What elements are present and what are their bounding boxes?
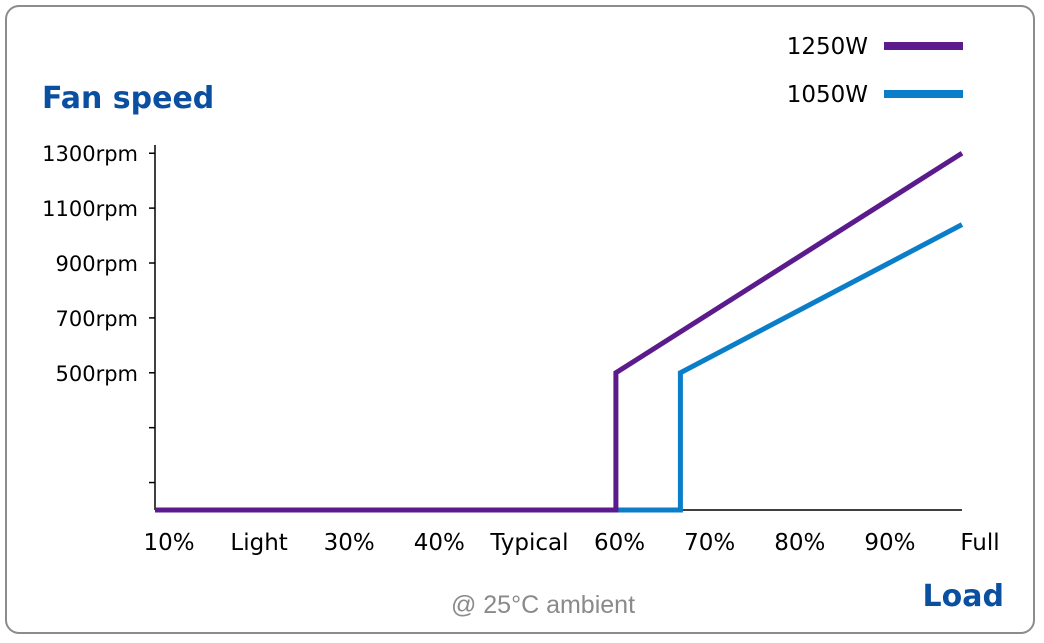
x-tick-label: 30% (324, 530, 375, 556)
legend: 1250W 1050W (787, 34, 963, 108)
y-tick-label: 1100rpm (42, 197, 138, 221)
x-tick-label: 40% (414, 530, 465, 556)
x-tick-label: Full (960, 530, 999, 556)
legend-label: 1250W (787, 34, 868, 60)
y-axis-title: Fan speed (42, 81, 214, 116)
x-tick-label: 80% (774, 530, 825, 556)
y-tick-label: 500rpm (55, 362, 138, 386)
chart-frame (5, 5, 1035, 634)
x-tick-label: 10% (143, 530, 194, 556)
x-axis-title: Load (923, 579, 1004, 614)
series-line (155, 222, 964, 513)
axes: 500rpm 700rpm 900rpm 1100rpm 1300rpm 10% Light… (42, 142, 1000, 556)
series-line (155, 151, 964, 513)
x-tick-label: Typical (489, 530, 568, 556)
y-tick-label: 700rpm (55, 307, 138, 331)
x-tick-label: Light (230, 530, 287, 556)
y-tick-label: 1300rpm (42, 142, 138, 166)
x-tick-label: 70% (684, 530, 735, 556)
x-tick-label: 60% (594, 530, 645, 556)
legend-label: 1050W (787, 82, 868, 108)
y-tick-label: 900rpm (55, 252, 138, 276)
series-layer (155, 151, 964, 513)
x-tick-label: 90% (864, 530, 915, 556)
ambient-annotation: @ 25°C ambient (451, 591, 635, 619)
